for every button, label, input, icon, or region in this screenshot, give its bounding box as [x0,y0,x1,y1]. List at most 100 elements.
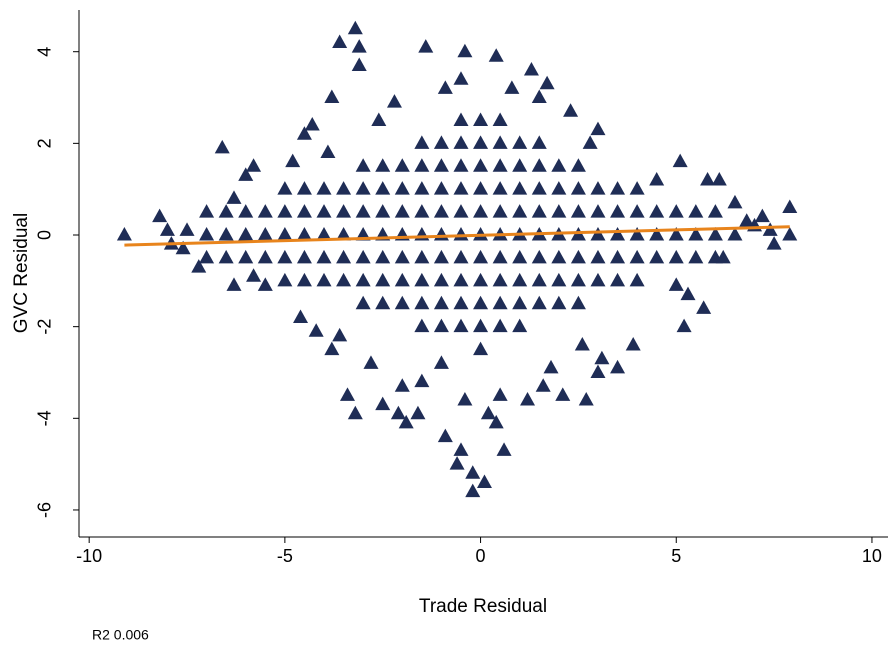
point [296,249,312,264]
x-axis-title: Trade Residual [419,596,547,617]
point [590,121,606,136]
point [218,204,234,218]
point [332,327,348,342]
point [739,213,755,227]
point [371,112,387,126]
x-tick-label: 0 [476,546,486,566]
y-tick-label: 2 [35,138,55,148]
point [590,227,606,241]
point [629,204,645,218]
point [363,355,379,369]
point [512,249,528,264]
point [512,181,528,195]
point [551,295,567,310]
point [680,286,696,301]
point [531,272,547,287]
point [707,204,723,218]
point [293,309,309,323]
point [336,181,352,195]
point [386,94,402,108]
point [285,153,301,168]
point [414,249,430,264]
point [355,204,371,218]
point [590,364,606,378]
x-tick-label: -10 [76,546,102,566]
y-tick-label: -6 [35,502,55,518]
point [492,387,508,401]
point [649,172,665,186]
point [629,227,645,241]
point [649,249,665,264]
point [539,75,555,90]
point [610,204,626,218]
point [473,249,489,264]
point [700,172,716,186]
point [257,277,273,291]
point [496,442,512,456]
point [437,80,453,94]
point [688,249,704,264]
point [453,158,469,172]
point [531,89,547,104]
point [570,295,586,310]
point [473,227,489,241]
point [504,80,520,94]
point [715,249,731,264]
point [594,350,610,365]
point [473,318,489,333]
point [246,158,262,172]
note: R2 0.006 [92,627,149,643]
point [316,249,332,264]
point [453,112,469,126]
point [375,295,391,310]
point [531,295,547,310]
point [257,249,273,264]
point [782,227,798,241]
point [492,181,508,195]
point [610,272,626,287]
point [347,405,363,420]
point [453,204,469,218]
point [688,204,704,218]
point [246,268,262,282]
point [453,442,469,456]
point [394,249,410,264]
point [578,391,594,406]
point [414,158,430,172]
point [175,240,191,255]
point [473,272,489,287]
point [394,158,410,172]
point [590,249,606,264]
point [296,181,312,195]
point [551,249,567,264]
y-axis-title: GVC Residual [11,213,32,333]
point [332,34,348,49]
point [277,181,293,195]
point [390,405,406,420]
point [762,222,778,236]
point [347,20,363,35]
point [512,272,528,287]
point [480,405,496,420]
point [610,249,626,264]
point [492,272,508,287]
point [433,272,449,287]
point [375,158,391,172]
point [707,227,723,241]
point [590,204,606,218]
point [551,181,567,195]
point [277,204,293,218]
x-tick-label: 5 [671,546,681,566]
point [191,259,207,273]
point [339,387,355,401]
point [570,158,586,172]
point [610,227,626,241]
point [433,135,449,149]
point [535,378,551,392]
point [610,181,626,195]
point [238,167,254,181]
y-tick-label: 4 [35,47,55,57]
x-tick-label: 10 [862,546,882,566]
point [590,272,606,287]
point [433,318,449,333]
